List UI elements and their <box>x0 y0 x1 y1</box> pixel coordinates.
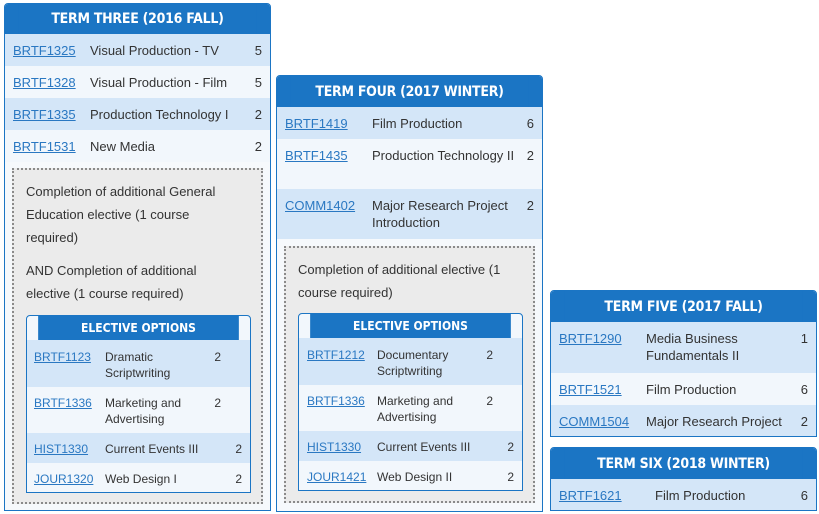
term-four-course-list: BRTF1419 Film Production 6 BRTF1435 Prod… <box>277 107 542 239</box>
course-name: Marketing and Advertising <box>377 394 454 424</box>
course-credits: 1 <box>800 331 808 346</box>
course-name: Production Technology II <box>372 148 515 163</box>
course-credits: 2 <box>526 198 534 213</box>
course-row: BRTF1435 Production Technology II 2 <box>277 139 542 189</box>
requirement-note: AND Completion of additional elective (1… <box>26 263 197 301</box>
term-three-title: TERM THREE (2016 FALL) <box>18 4 257 34</box>
course-code-link[interactable]: JOUR1320 <box>34 472 94 486</box>
course-credits: 6 <box>526 116 534 131</box>
term-five-panel: TERM FIVE (2017 FALL) BRTF1290 Media Bus… <box>550 290 817 437</box>
course-credits: 6 <box>800 488 808 503</box>
course-code-link[interactable]: BRTF1123 <box>34 350 91 364</box>
course-code-link[interactable]: BRTF1336 <box>307 394 365 408</box>
course-name: Film Production <box>655 488 746 503</box>
course-row: BRTF1621 Film Production 6 <box>551 479 816 510</box>
course-credits: 2 <box>235 442 242 456</box>
term-six-title: TERM SIX (2018 WINTER) <box>564 448 803 479</box>
course-row: COMM1402 Major Research Project Introduc… <box>277 189 542 239</box>
course-credits: 2 <box>507 470 514 484</box>
requirement-note: Completion of additional elective (1 cou… <box>298 262 501 300</box>
course-name: Media Business Fundamentals II <box>646 331 740 363</box>
course-row: BRTF1531 New Media 2 <box>5 130 270 162</box>
elective-row: HIST1330 Current Events III 2 <box>27 433 250 463</box>
course-code-link[interactable]: BRTF1212 <box>307 348 365 362</box>
course-row: BRTF1290 Media Business Fundamentals II … <box>551 322 816 373</box>
course-code-link[interactable]: BRTF1419 <box>285 116 348 131</box>
elective-row: BRTF1336 Marketing and Advertising 2 <box>299 385 522 431</box>
course-name: Current Events III <box>105 442 199 456</box>
elective-options-title: ELECTIVE OPTIONS <box>310 314 511 338</box>
elective-row: BRTF1123 Dramatic Scriptwriting 2 <box>27 340 250 387</box>
course-credits: 2 <box>214 350 221 364</box>
course-name: Web Design I <box>105 472 177 486</box>
course-credits: 2 <box>486 348 493 362</box>
course-code-link[interactable]: BRTF1531 <box>13 139 76 154</box>
elective-row: BRTF1336 Marketing and Advertising 2 <box>27 387 250 433</box>
course-name: Marketing and Advertising <box>105 396 182 426</box>
elective-options-title: ELECTIVE OPTIONS <box>38 316 239 340</box>
course-credits: 2 <box>526 148 534 163</box>
course-code-link[interactable]: BRTF1336 <box>34 396 92 410</box>
term-three-course-list: BRTF1325 Visual Production - TV 5 BRTF13… <box>5 34 270 162</box>
course-code-link[interactable]: BRTF1290 <box>559 331 622 346</box>
course-row: COMM1504 Major Research Project 2 <box>551 405 816 436</box>
course-name: Web Design II <box>377 470 453 484</box>
course-code-link[interactable]: BRTF1328 <box>13 75 76 90</box>
course-credits: 6 <box>800 382 808 397</box>
course-row: BRTF1419 Film Production 6 <box>277 107 542 139</box>
course-name: Current Events III <box>377 440 471 454</box>
course-code-link[interactable]: BRTF1621 <box>559 488 622 503</box>
term-four-elective-options: ELECTIVE OPTIONS BRTF1212 Documentary Sc… <box>298 313 523 491</box>
course-name: Film Production <box>372 116 463 131</box>
course-name: Major Research Project Introduction <box>372 198 508 230</box>
course-code-link[interactable]: JOUR1421 <box>307 470 367 484</box>
term-four-title: TERM FOUR (2017 WINTER) <box>290 76 529 107</box>
course-code-link[interactable]: COMM1504 <box>559 414 630 429</box>
course-code-link[interactable]: BRTF1521 <box>559 382 622 397</box>
course-row: BRTF1328 Visual Production - Film 5 <box>5 66 270 98</box>
course-name: Dramatic Scriptwriting <box>105 350 171 380</box>
course-row: BRTF1521 Film Production 6 <box>551 373 816 405</box>
elective-row: JOUR1320 Web Design I 2 <box>27 463 250 492</box>
term-six-course-list: BRTF1621 Film Production 6 <box>551 479 816 510</box>
elective-list: BRTF1212 Documentary Scriptwriting 2 BRT… <box>299 338 522 490</box>
requirement-note: Completion of additional General Educati… <box>26 184 216 245</box>
elective-row: HIST1330 Current Events III 2 <box>299 431 522 461</box>
term-five-title: TERM FIVE (2017 FALL) <box>564 291 803 322</box>
term-five-course-list: BRTF1290 Media Business Fundamentals II … <box>551 322 816 436</box>
course-credits: 2 <box>214 396 221 410</box>
course-name: Documentary Scriptwriting <box>377 348 449 378</box>
course-credits: 5 <box>254 43 262 58</box>
course-credits: 2 <box>254 139 262 154</box>
course-credits: 5 <box>254 75 262 90</box>
course-name: Production Technology I <box>90 107 229 122</box>
course-code-link[interactable]: BRTF1335 <box>13 107 76 122</box>
course-credits: 2 <box>486 394 493 408</box>
elective-row: BRTF1212 Documentary Scriptwriting 2 <box>299 338 522 385</box>
course-code-link[interactable]: COMM1402 <box>285 198 356 213</box>
course-code-link[interactable]: HIST1330 <box>307 440 362 454</box>
course-credits: 2 <box>235 472 242 486</box>
course-credits: 2 <box>254 107 262 122</box>
course-name: Film Production <box>646 382 737 397</box>
course-credits: 2 <box>507 440 514 454</box>
course-name: Visual Production - Film <box>90 75 228 90</box>
term-six-panel: TERM SIX (2018 WINTER) BRTF1621 Film Pro… <box>550 447 817 511</box>
course-row: BRTF1325 Visual Production - TV 5 <box>5 34 270 66</box>
elective-list: BRTF1123 Dramatic Scriptwriting 2 BRTF13… <box>27 340 250 492</box>
course-code-link[interactable]: HIST1330 <box>34 442 89 456</box>
course-credits: 2 <box>800 414 808 429</box>
course-code-link[interactable]: BRTF1435 <box>285 148 348 163</box>
course-name: New Media <box>90 139 156 154</box>
term-three-elective-options: ELECTIVE OPTIONS BRTF1123 Dramatic Scrip… <box>26 315 251 493</box>
course-name: Major Research Project <box>646 414 782 429</box>
course-name: Visual Production - TV <box>90 43 219 58</box>
course-row: BRTF1335 Production Technology I 2 <box>5 98 270 130</box>
course-code-link[interactable]: BRTF1325 <box>13 43 76 58</box>
elective-row: JOUR1421 Web Design II 2 <box>299 461 522 490</box>
